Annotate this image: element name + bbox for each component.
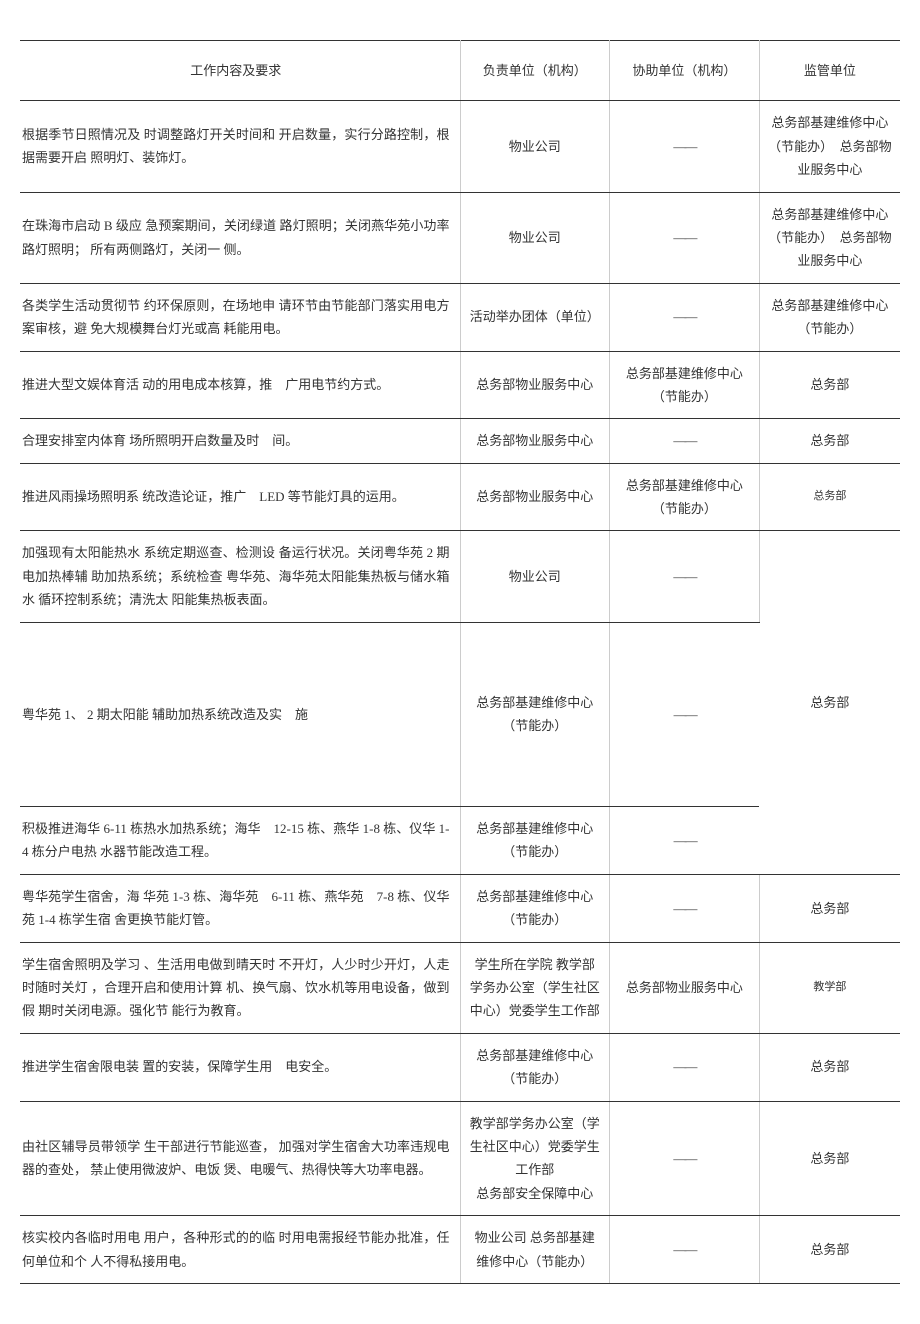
- cell-responsible: 总务部物业服务中心: [460, 351, 610, 419]
- cell-supervise: 教学部: [759, 942, 900, 1033]
- header-row: 工作内容及要求 负责单位（机构） 协助单位（机构） 监管单位: [20, 41, 900, 101]
- cell-assist: ——: [610, 192, 760, 283]
- table-row: 由社区辅导员带领学 生干部进行节能巡查， 加强对学生宿舍大功率违规电器的查处， …: [20, 1101, 900, 1216]
- cell-content: 合理安排室内体育 场所照明开启数量及时 间。: [20, 419, 460, 463]
- cell-responsible: 物业公司 总务部基建维修中心（节能办）: [460, 1216, 610, 1284]
- cell-supervise: 总务部: [759, 1101, 900, 1216]
- header-responsible: 负责单位（机构）: [460, 41, 610, 101]
- cell-supervise: 总务部基建维修中心（节能办） 总务部物业服务中心: [759, 101, 900, 192]
- cell-content: 粤华苑 1、 2 期太阳能 辅助加热系统改造及实 施: [20, 622, 460, 806]
- cell-responsible: 总务部物业服务中心: [460, 419, 610, 463]
- table-row: 粤华苑学生宿舍，海 华苑 1-3 栋、海华苑 6-11 栋、燕华苑 7-8 栋、…: [20, 874, 900, 942]
- cell-assist: ——: [610, 531, 760, 622]
- cell-supervise: 总务部: [759, 874, 900, 942]
- cell-content: 由社区辅导员带领学 生干部进行节能巡查， 加强对学生宿舍大功率违规电器的查处， …: [20, 1101, 460, 1216]
- cell-supervise: 总务部基建维修中心（节能办）: [759, 283, 900, 351]
- cell-responsible: 总务部物业服务中心: [460, 463, 610, 531]
- cell-responsible: 总务部基建维修中心（节能办）: [460, 807, 610, 875]
- cell-assist: ——: [610, 101, 760, 192]
- cell-responsible: 物业公司: [460, 101, 610, 192]
- cell-assist: 总务部物业服务中心: [610, 942, 760, 1033]
- table-row: 推进大型文娱体育活 动的用电成本核算，推 广用电节约方式。总务部物业服务中心总务…: [20, 351, 900, 419]
- cell-content: 推进风雨操场照明系 统改造论证，推广 LED 等节能灯具的运用。: [20, 463, 460, 531]
- cell-supervise: 总务部: [759, 1033, 900, 1101]
- cell-responsible: 物业公司: [460, 531, 610, 622]
- cell-responsible: 教学部学务办公室（学生社区中心）党委学生工作部 总务部安全保障中心: [460, 1101, 610, 1216]
- cell-assist: 总务部基建维修中心（节能办）: [610, 463, 760, 531]
- cell-responsible: 总务部基建维修中心（节能办）: [460, 1033, 610, 1101]
- cell-supervise: 总务部: [759, 419, 900, 463]
- cell-supervise: 总务部基建维修中心（节能办） 总务部物业服务中心: [759, 192, 900, 283]
- cell-content: 根据季节日照情况及 时调整路灯开关时间和 开启数量，实行分路控制，根据需要开启 …: [20, 101, 460, 192]
- cell-assist: ——: [610, 622, 760, 806]
- cell-content: 核实校内各临时用电 用户，各种形式的的临 时用电需报经节能办批准，任何单位和个 …: [20, 1216, 460, 1284]
- header-assist: 协助单位（机构）: [610, 41, 760, 101]
- cell-content: 粤华苑学生宿舍，海 华苑 1-3 栋、海华苑 6-11 栋、燕华苑 7-8 栋、…: [20, 874, 460, 942]
- table-row: 在珠海市启动 B 级应 急预案期间，关闭绿道 路灯照明；关闭燕华苑小功率路灯照明…: [20, 192, 900, 283]
- cell-content: 推进学生宿舍限电装 置的安装，保障学生用 电安全。: [20, 1033, 460, 1101]
- table-row: 根据季节日照情况及 时调整路灯开关时间和 开启数量，实行分路控制，根据需要开启 …: [20, 101, 900, 192]
- header-content: 工作内容及要求: [20, 41, 460, 101]
- cell-content: 学生宿舍照明及学习 、生活用电做到晴天时 不开灯，人少时少开灯，人走时随时关灯 …: [20, 942, 460, 1033]
- cell-content: 在珠海市启动 B 级应 急预案期间，关闭绿道 路灯照明；关闭燕华苑小功率路灯照明…: [20, 192, 460, 283]
- cell-content: 推进大型文娱体育活 动的用电成本核算，推 广用电节约方式。: [20, 351, 460, 419]
- cell-responsible: 物业公司: [460, 192, 610, 283]
- table-row: 加强现有太阳能热水 系统定期巡查、检测设 备运行状况。关闭粤华苑 2 期电加热棒…: [20, 531, 900, 622]
- cell-content: 加强现有太阳能热水 系统定期巡查、检测设 备运行状况。关闭粤华苑 2 期电加热棒…: [20, 531, 460, 622]
- cell-assist: ——: [610, 1216, 760, 1284]
- cell-responsible: 活动举办团体（单位）: [460, 283, 610, 351]
- cell-assist: ——: [610, 807, 760, 875]
- cell-assist: ——: [610, 419, 760, 463]
- table-row: 学生宿舍照明及学习 、生活用电做到晴天时 不开灯，人少时少开灯，人走时随时关灯 …: [20, 942, 900, 1033]
- cell-supervise: 总务部: [759, 463, 900, 531]
- cell-assist: ——: [610, 283, 760, 351]
- header-supervise: 监管单位: [759, 41, 900, 101]
- cell-responsible: 学生所在学院 教学部学务办公室（学生社区中心）党委学生工作部: [460, 942, 610, 1033]
- table-row: 核实校内各临时用电 用户，各种形式的的临 时用电需报经节能办批准，任何单位和个 …: [20, 1216, 900, 1284]
- cell-responsible: 总务部基建维修中心（节能办）: [460, 874, 610, 942]
- cell-assist: ——: [610, 874, 760, 942]
- table-row: 推进风雨操场照明系 统改造论证，推广 LED 等节能灯具的运用。总务部物业服务中…: [20, 463, 900, 531]
- work-requirements-table: 工作内容及要求 负责单位（机构） 协助单位（机构） 监管单位 根据季节日照情况及…: [20, 40, 900, 1284]
- cell-supervise: 总务部: [759, 531, 900, 874]
- table-row: 各类学生活动贯彻节 约环保原则，在场地申 请环节由节能部门落实用电方案审核，避 …: [20, 283, 900, 351]
- cell-responsible: 总务部基建维修中心（节能办）: [460, 622, 610, 806]
- cell-content: 积极推进海华 6-11 栋热水加热系统；海华 12-15 栋、燕华 1-8 栋、…: [20, 807, 460, 875]
- cell-assist: 总务部基建维修中心（节能办）: [610, 351, 760, 419]
- cell-content: 各类学生活动贯彻节 约环保原则，在场地申 请环节由节能部门落实用电方案审核，避 …: [20, 283, 460, 351]
- cell-assist: ——: [610, 1101, 760, 1216]
- cell-assist: ——: [610, 1033, 760, 1101]
- cell-supervise: 总务部: [759, 1216, 900, 1284]
- table-row: 推进学生宿舍限电装 置的安装，保障学生用 电安全。总务部基建维修中心（节能办）—…: [20, 1033, 900, 1101]
- cell-supervise: 总务部: [759, 351, 900, 419]
- table-row: 合理安排室内体育 场所照明开启数量及时 间。总务部物业服务中心——总务部: [20, 419, 900, 463]
